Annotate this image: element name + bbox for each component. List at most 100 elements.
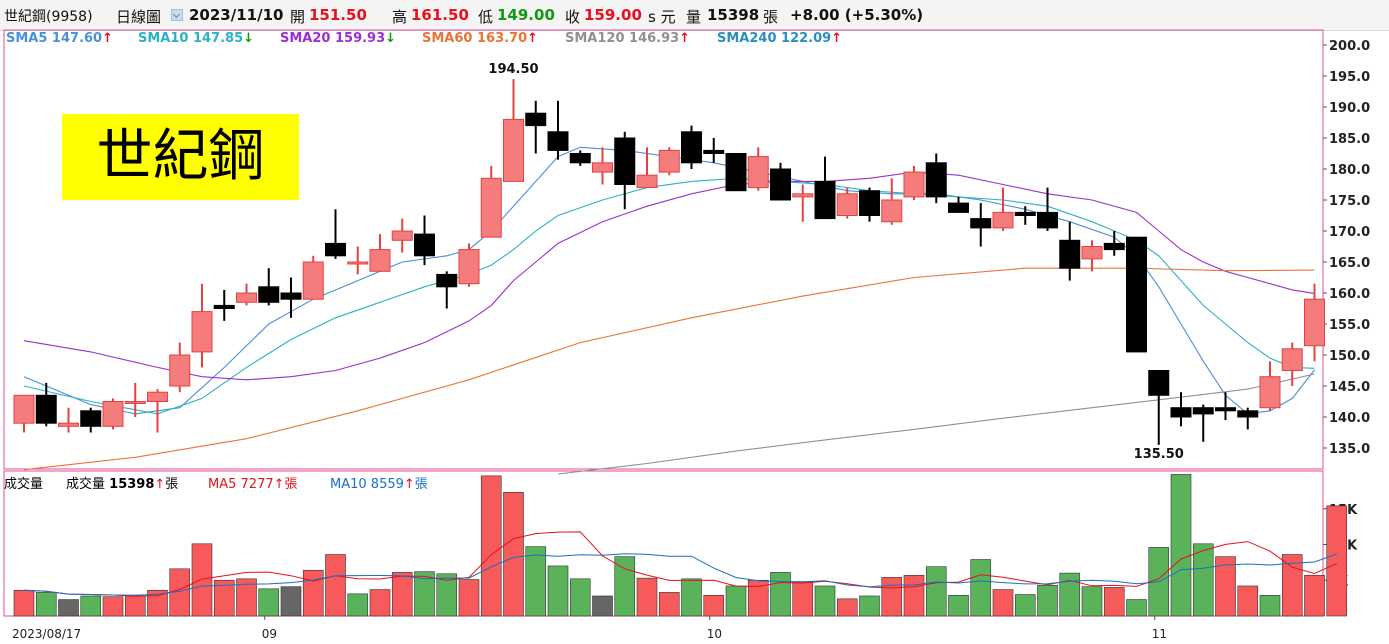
candle [725,153,747,192]
sma-legend-item-sma60[interactable]: SMA60 163.70↑ [422,31,538,46]
candle [1126,236,1147,353]
candle [458,243,480,287]
volume-bar [636,577,658,617]
ma5-label: MA5 [208,477,237,492]
price-tick-label: 190.0 [1329,101,1370,116]
candle-body [503,118,524,182]
candle [147,389,168,433]
volume-bar [13,589,35,617]
candle [325,209,346,259]
candle-body [658,149,680,173]
volume-bar [614,556,636,617]
sma-legend-item-sma10[interactable]: SMA10 147.85↓ [138,31,254,46]
candle [258,268,280,306]
candle-body [191,311,213,353]
vol-legend-label: 成交量 [66,477,106,492]
price-tick-label: 135.0 [1329,442,1370,457]
volume-panel-title: 成交量 [4,477,44,492]
price-tick-label: 195.0 [1329,70,1370,85]
sma-legend-text: SMA20 159.93 [280,31,386,46]
volume-bar [35,592,57,617]
candle-body [703,149,725,154]
candle [636,147,658,189]
candle [414,215,435,266]
candle-body [458,249,480,285]
price-tick-label: 180.0 [1329,163,1370,178]
max-price-annotation: 194.50 [488,62,538,77]
sma-legend-item-sma120[interactable]: SMA120 146.93↑ [565,31,690,46]
price-change: +8.00 (+5.30%) [790,6,924,24]
period-label[interactable]: 日線圖 [116,8,162,26]
candle-body [1103,242,1125,251]
candle-body [636,174,658,189]
arrow-up-icon: ↑ [679,31,691,46]
sma-legend-item-sma5[interactable]: SMA5 147.60↑ [6,31,113,46]
candle-body [903,171,925,198]
candle [948,196,969,213]
candle [547,100,569,160]
volume-bar [592,595,613,617]
sma-legend-item-sma20[interactable]: SMA20 159.93↓ [280,31,396,46]
candle-body [35,394,57,424]
sma-legend-text: SMA240 122.09 [717,31,832,46]
volume-bar [213,579,235,617]
volume-bar [881,577,903,617]
sma-legend-item-sma240[interactable]: SMA240 122.09↑ [717,31,842,46]
volume-bar [903,574,925,617]
candle-body [614,137,636,185]
quote-header: 世紀鋼(9958) 日線圖 2023/11/10 開 151.50 高 161.… [0,0,1389,31]
arrow-up-icon: ↑ [831,31,843,46]
volume-bar [1081,586,1103,617]
price-tick-label: 140.0 [1329,411,1370,426]
arrow-down-icon: ↓ [385,31,397,46]
volume-bar [658,592,680,617]
volume-bar [503,492,524,617]
candle-body [436,273,458,288]
volume-bar [1037,584,1058,617]
arrow-down-icon: ↓ [243,31,255,46]
candle-body [948,202,969,213]
candle-body [592,162,613,173]
candle [1014,206,1036,225]
candle-body [13,394,35,424]
stock-name[interactable]: 世紀鋼(9958) [4,9,93,25]
volume-bar [770,572,791,617]
volume-bar [725,585,747,617]
volume-bar [1126,599,1147,617]
candle [302,255,324,300]
volume-legend: 成交量 15398↑張 [66,473,178,492]
candle-body [881,199,903,223]
volume-bar [147,589,168,617]
candle [1215,392,1236,421]
low-value: 149.00 [497,6,555,24]
volume-bar [325,554,346,617]
arrow-up-icon: ↑ [154,477,166,492]
candle-body [213,304,235,309]
volume-bar [369,589,391,617]
candle-body [1081,246,1103,260]
candle [792,184,814,222]
vol-legend-value: 15398 [109,477,155,492]
candle-body [1259,376,1281,409]
ma5-unit: 張 [284,477,298,492]
ma10-unit: 張 [414,477,428,492]
candle [1148,370,1170,445]
candle-body [1170,407,1192,418]
candle-body [236,292,257,303]
volume-bar [58,599,79,617]
ma10-label: MA10 [330,477,367,492]
volume-bar [414,571,435,617]
candle [1103,231,1125,256]
candle-body [525,112,547,127]
price-unit: s 元 [648,8,676,26]
candle-body [325,242,346,257]
price-tick-label: 160.0 [1329,287,1370,302]
period-dropdown-icon[interactable] [171,9,183,21]
volume-bar [836,598,858,617]
sma-legend-text: SMA10 147.85 [138,31,244,46]
volume-bar [347,593,369,617]
sma-legend-text: SMA120 146.93 [565,31,680,46]
volume-bar [747,579,769,617]
candle-body [859,190,880,216]
